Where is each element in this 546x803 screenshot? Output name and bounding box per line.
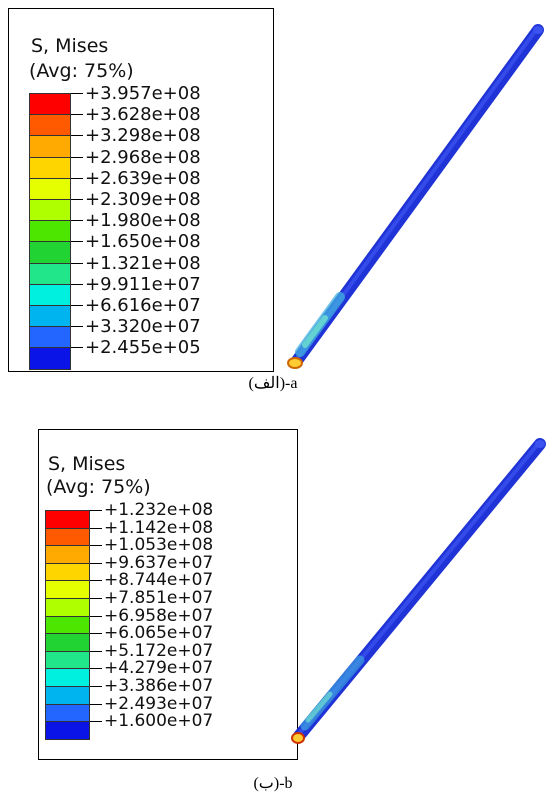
legend-tick <box>71 241 83 243</box>
legend-tick <box>90 580 102 582</box>
legend-title: S, Mises <box>31 35 109 57</box>
legend-tick <box>90 721 102 723</box>
legend-value: +6.958e+07 <box>104 605 214 626</box>
legend-value: +3.386e+07 <box>104 676 214 696</box>
legend-subtitle: (Avg: 75%) <box>46 476 151 498</box>
legend-value: +1.600e+07 <box>104 711 214 732</box>
legend-value: +3.628e+08 <box>85 104 201 126</box>
legend-value: +1.142e+08 <box>104 517 214 538</box>
legend-tick <box>90 562 102 564</box>
legend-value: +9.637e+07 <box>104 552 214 573</box>
caption-a: (الف)-a <box>248 375 298 392</box>
rod-end-cap <box>291 732 305 744</box>
legend-tick <box>90 615 102 617</box>
legend-tick <box>71 305 83 306</box>
figure-b: S, Mises (Avg: 75%) +1.232e+08 +1.142e+08… <box>0 420 546 803</box>
legend-box-b: S, Mises (Avg: 75%) +1.232e+08 +1.142e+08… <box>38 429 298 760</box>
legend-tick <box>71 156 83 158</box>
legend-value: +6.065e+07 <box>104 623 214 644</box>
legend-value: +1.321e+08 <box>85 252 201 274</box>
legend-value: +1.232e+08 <box>104 500 214 520</box>
legend-tick <box>90 633 102 635</box>
legend-tick <box>90 650 102 652</box>
legend-tick <box>71 283 83 285</box>
legend-tick <box>71 177 83 179</box>
legend-tick <box>71 347 83 349</box>
legend-title: S, Mises <box>48 453 126 475</box>
legend-tick <box>71 114 83 116</box>
legend-value: +8.744e+07 <box>104 570 214 591</box>
legend-value: +6.616e+07 <box>85 295 201 316</box>
legend-tick <box>71 262 83 264</box>
legend-tick <box>71 326 83 328</box>
legend-swatch <box>45 721 90 740</box>
legend-tick <box>71 135 83 137</box>
legend-tick <box>90 703 102 705</box>
legend-value: +3.298e+08 <box>85 125 201 147</box>
rod-end-cap <box>287 357 303 369</box>
rod-model-a <box>287 24 544 369</box>
legend-value: +9.911e+07 <box>85 273 201 295</box>
legend-tick <box>71 199 83 200</box>
legend-value: +2.493e+07 <box>104 693 214 714</box>
legend-value: +1.650e+08 <box>85 231 201 253</box>
legend-tick <box>90 527 102 529</box>
legend-tick <box>71 220 83 222</box>
legend-value: +7.851e+07 <box>104 588 214 608</box>
legend-box-a: S, Mises (Avg: 75%) +3.957e+08 +3.628e+08… <box>8 8 274 372</box>
legend-tick <box>90 668 102 670</box>
legend-subtitle: (Avg: 75%) <box>29 60 134 82</box>
legend-value: +3.320e+07 <box>85 316 201 338</box>
legend-value: +2.968e+08 <box>85 146 201 168</box>
legend-tick <box>90 545 102 547</box>
legend-value: +2.639e+08 <box>85 167 201 189</box>
legend-tick <box>90 598 102 599</box>
legend-value: +2.309e+08 <box>85 189 201 210</box>
legend-tick <box>71 93 83 94</box>
legend-value: +1.053e+08 <box>104 535 214 556</box>
legend-tick <box>90 686 102 687</box>
figure-a: S, Mises (Avg: 75%) +3.957e+08 +3.628e+08… <box>8 8 544 392</box>
legend-value: +3.957e+08 <box>85 83 201 104</box>
legend-tick <box>90 510 102 511</box>
caption-b: (ب)-b <box>253 775 293 792</box>
legend-swatch <box>29 347 71 370</box>
legend-value: +1.980e+08 <box>85 210 201 232</box>
rod-model-b <box>291 438 546 744</box>
legend-value: +5.172e+07 <box>104 640 214 661</box>
legend-value: +2.455e+05 <box>85 337 201 359</box>
legend-value: +4.279e+07 <box>104 658 214 679</box>
